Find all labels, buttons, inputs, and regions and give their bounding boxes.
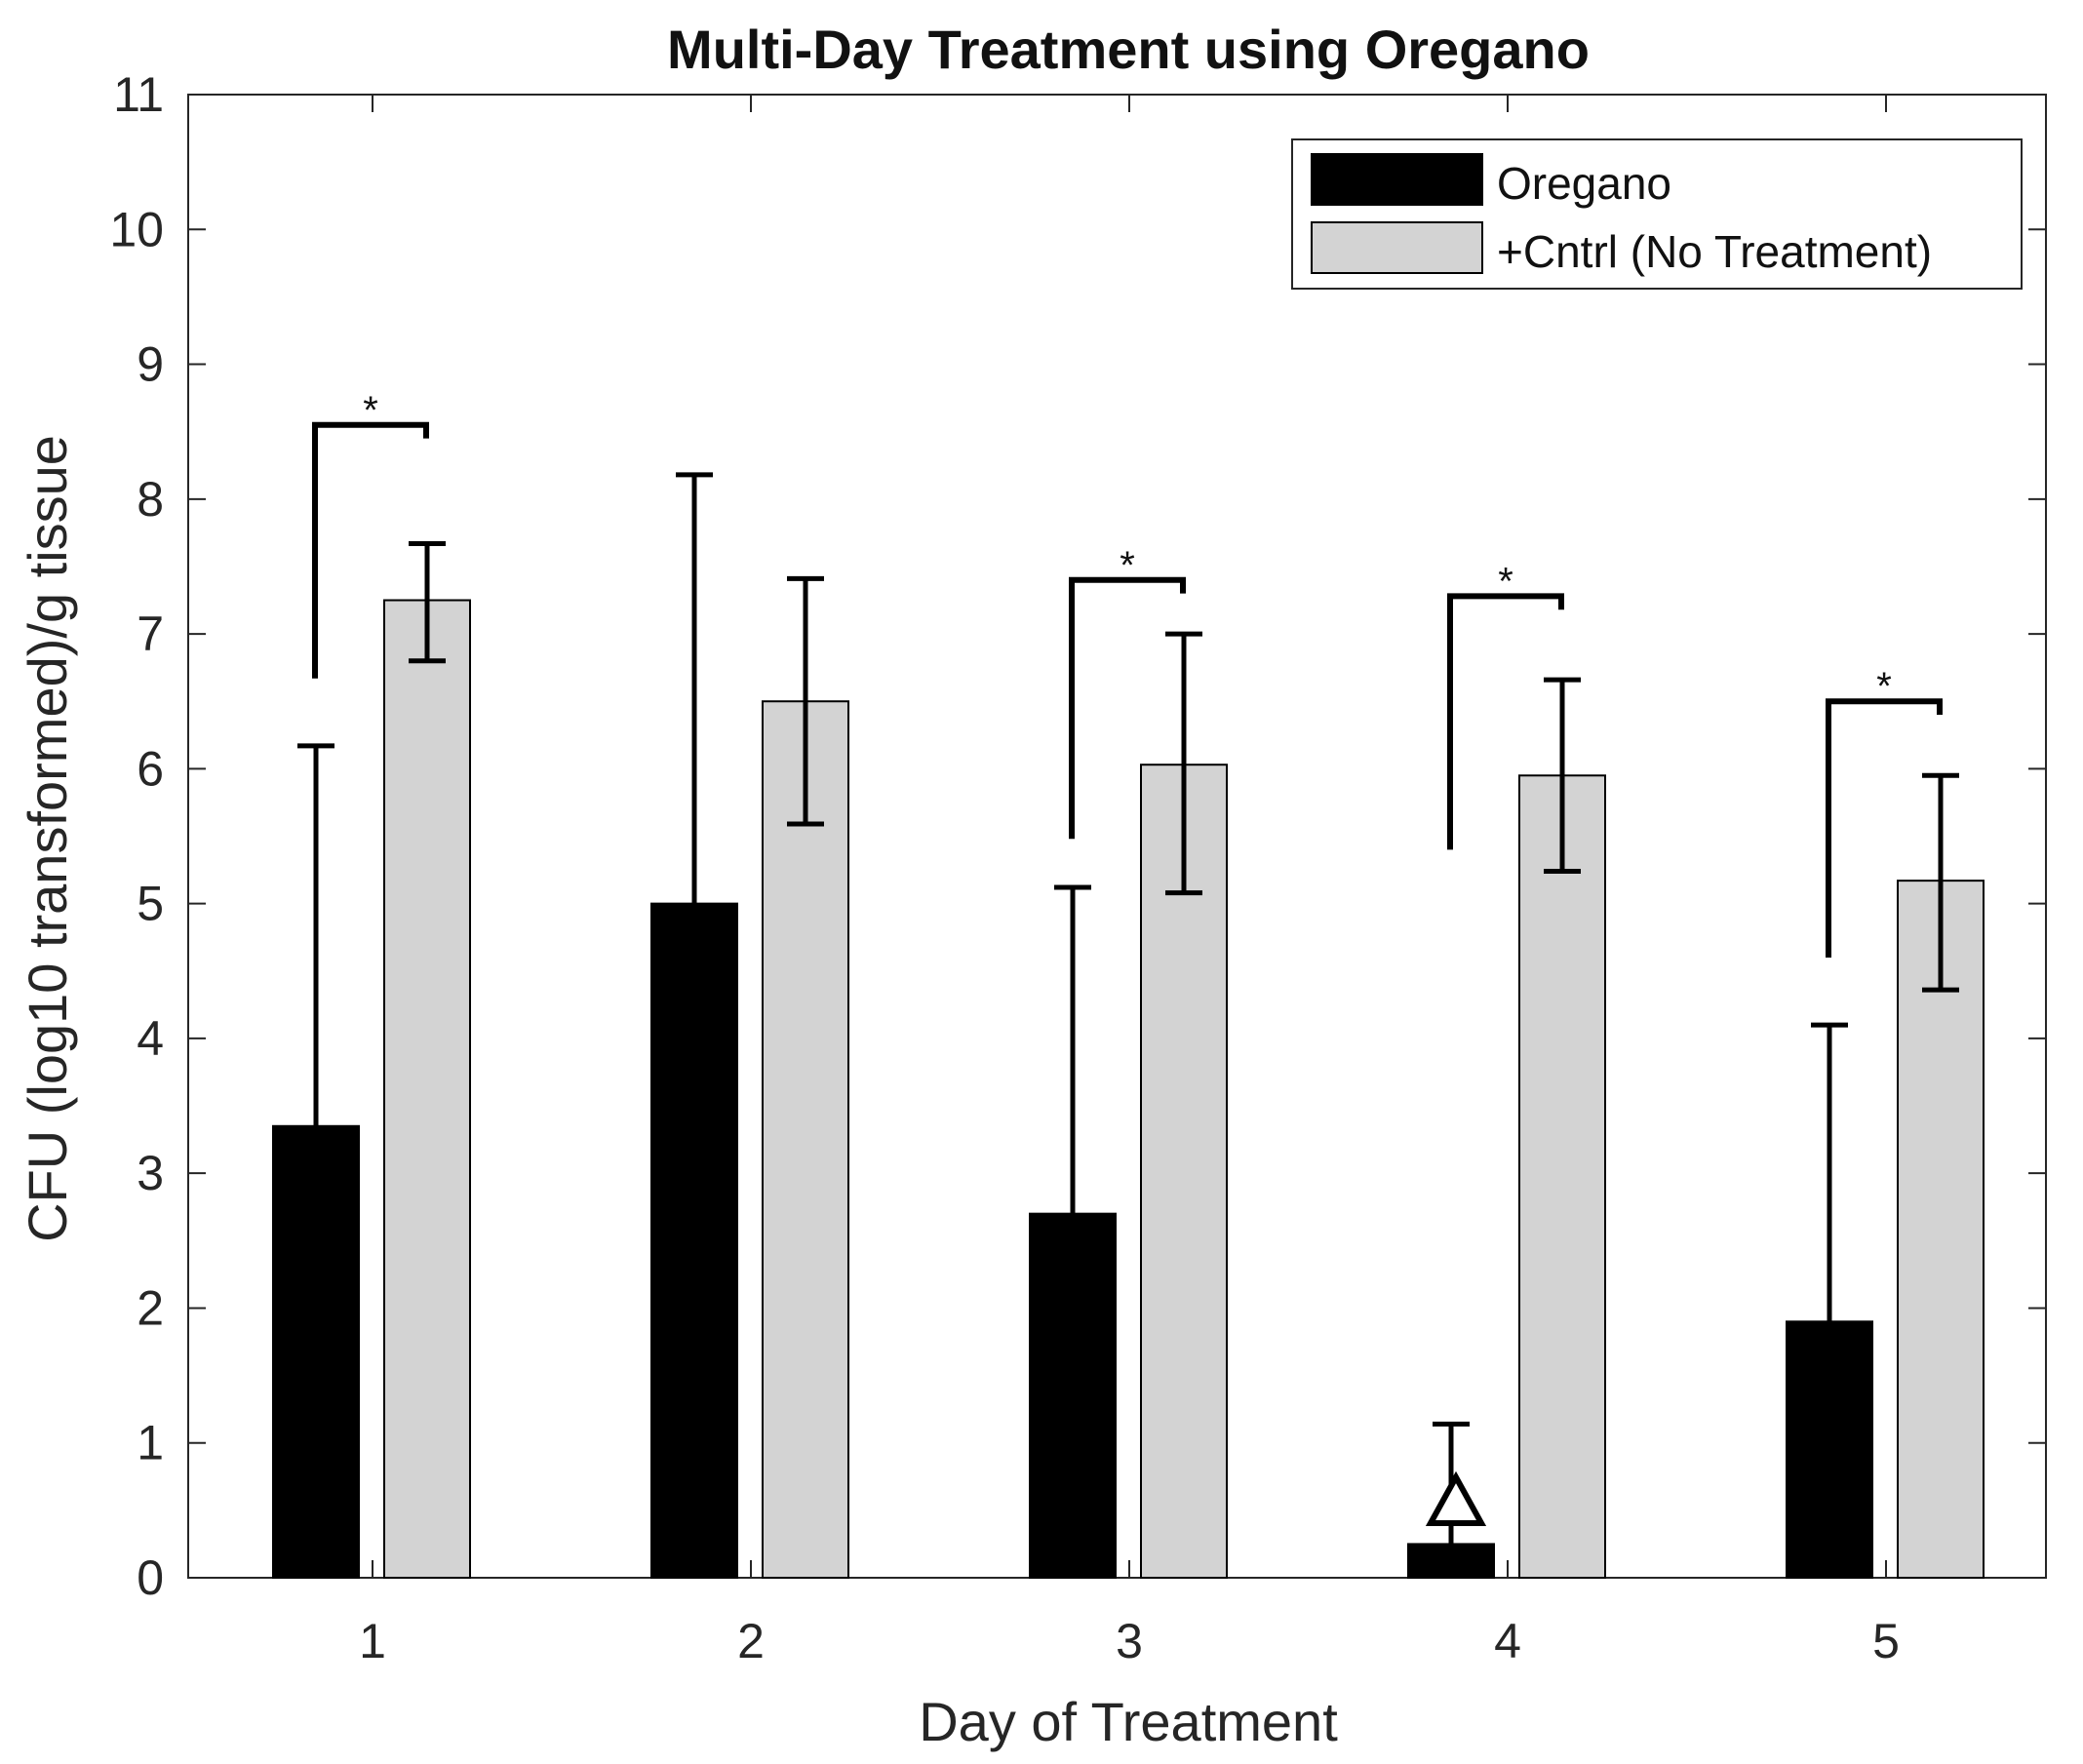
significance-bracket-day-5: [1826, 698, 1943, 958]
significance-star-day-4: *: [1498, 560, 1513, 603]
bar-control-day-5: [1897, 880, 1985, 1579]
bar-oregano-day-3: [1029, 1212, 1117, 1580]
bar-oregano-day-1: [272, 1124, 360, 1579]
triangle-marker-day-4: [1425, 1470, 1487, 1526]
legend: Oregano +Cntrl (No Treatment): [1291, 138, 2023, 290]
y-tick-label: 11: [113, 67, 164, 122]
legend-label-control: +Cntrl (No Treatment): [1497, 226, 1932, 277]
legend-swatch-oregano: [1311, 153, 1483, 206]
y-tick-label: 4: [137, 1011, 164, 1066]
bar-oregano-day-2: [650, 902, 738, 1579]
x-tick-label: 5: [1872, 1614, 1900, 1668]
bar-control-day-3: [1140, 764, 1228, 1579]
bar-control-day-4: [1518, 774, 1606, 1579]
significance-star-day-1: *: [363, 389, 378, 432]
bar-control-day-2: [762, 700, 849, 1579]
y-tick-label: 9: [137, 337, 164, 392]
x-tick-label: 1: [359, 1614, 386, 1668]
x-axis-label: Day of Treatment: [919, 1691, 1338, 1752]
x-tick-label: 2: [737, 1614, 765, 1668]
y-axis-label: CFU (log10 transformed)/g tissue: [17, 435, 78, 1242]
bar-control-day-1: [383, 599, 471, 1579]
y-tick-label: 5: [137, 877, 164, 931]
significance-star-day-3: *: [1120, 544, 1135, 587]
legend-swatch-control: [1311, 221, 1483, 274]
significance-bracket-day-4: [1447, 593, 1564, 850]
y-tick-label: 0: [137, 1550, 164, 1605]
significance-bracket-day-1: [312, 421, 429, 679]
y-tick-label: 10: [109, 202, 164, 256]
bar-oregano-day-5: [1786, 1320, 1873, 1580]
significance-bracket-day-3: [1069, 576, 1186, 840]
y-tick-label: 3: [137, 1146, 164, 1200]
x-tick-label: 3: [1116, 1614, 1143, 1668]
y-tick-label: 7: [137, 607, 164, 661]
bar-oregano-day-4: [1407, 1543, 1495, 1579]
y-tick-label: 2: [137, 1280, 164, 1335]
axes-box: [187, 94, 2047, 1579]
significance-star-day-5: *: [1876, 665, 1892, 708]
y-tick-label: 6: [137, 741, 164, 796]
x-tick-label: 4: [1494, 1614, 1521, 1668]
chart-title: Multi-Day Treatment using Oregano: [667, 19, 1590, 80]
legend-label-oregano: Oregano: [1497, 158, 1671, 209]
y-tick-label: 1: [137, 1416, 164, 1470]
y-tick-label: 8: [137, 472, 164, 527]
